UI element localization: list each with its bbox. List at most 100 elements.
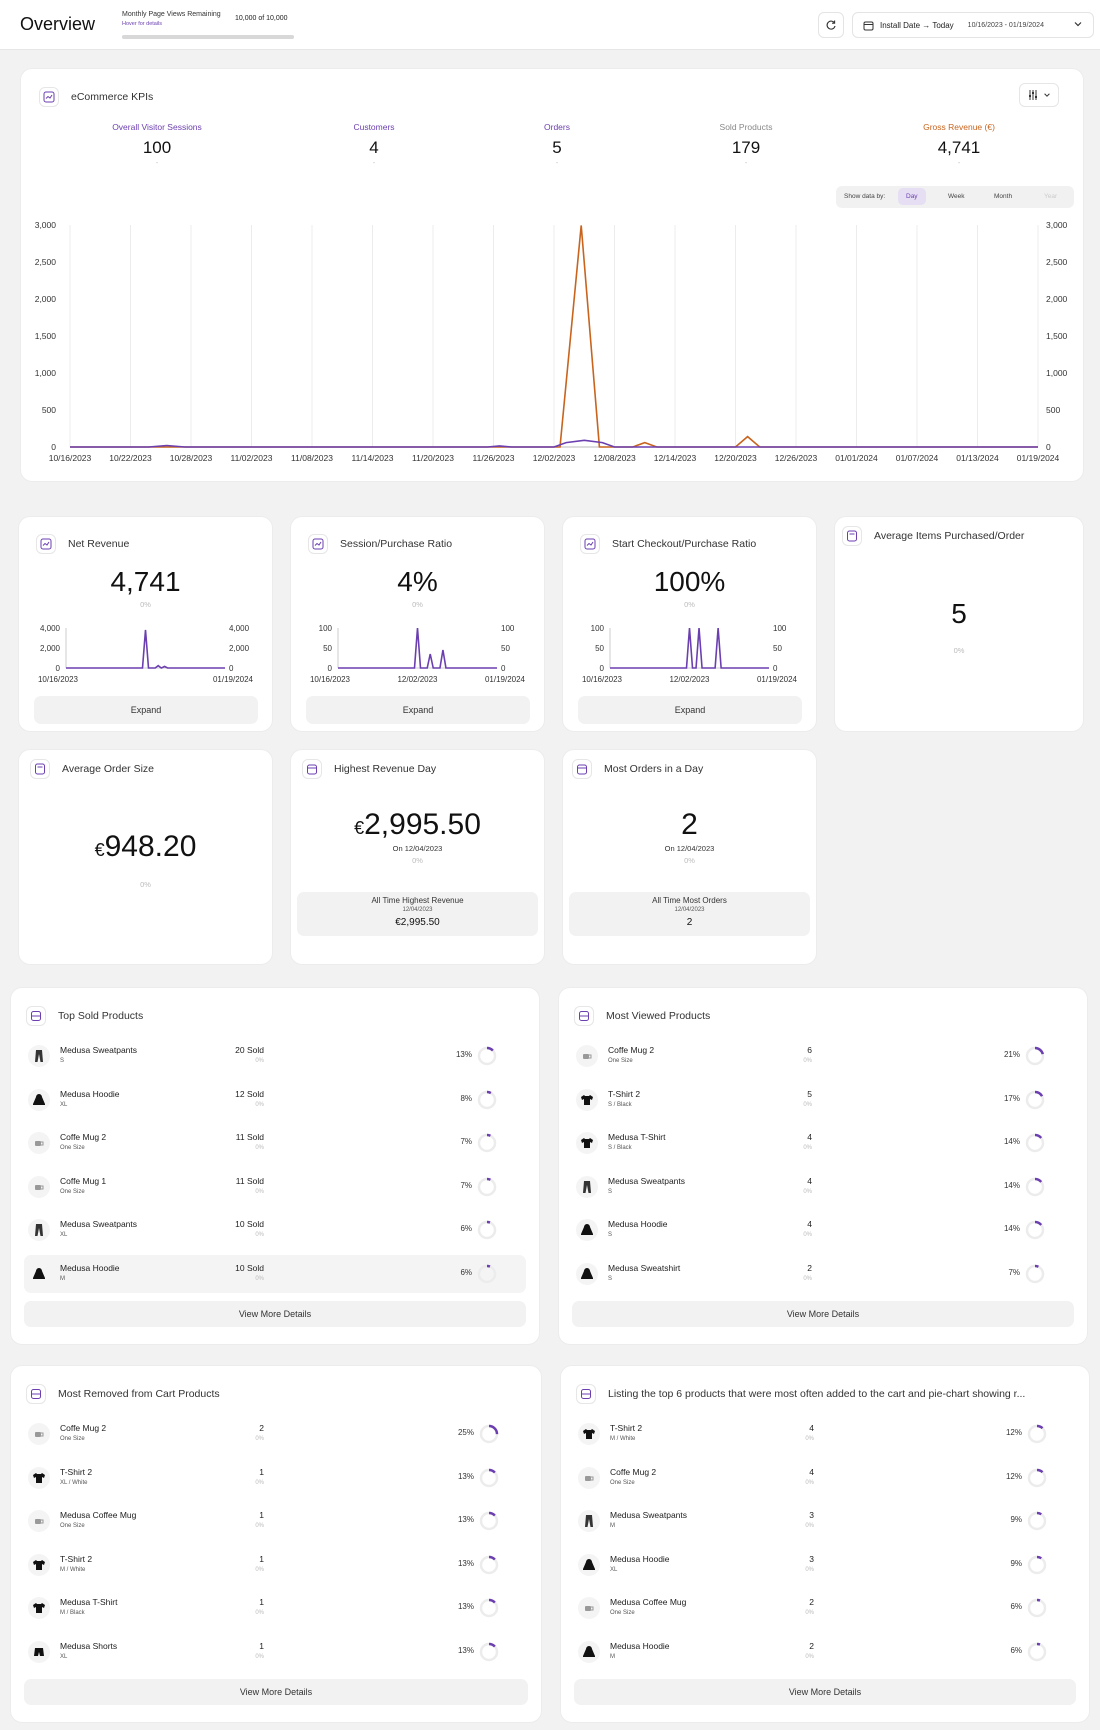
percent-ring-fill — [477, 1177, 497, 1196]
list-item[interactable]: Medusa Sweatpants XL 10 Sold 0% 6% — [24, 1211, 526, 1249]
percent-ring — [477, 1133, 497, 1153]
list-item[interactable]: Medusa Sweatshirt S 2 0% 7% — [572, 1255, 1074, 1293]
y-tick-label-left: 100 — [591, 624, 605, 633]
date-range-selector[interactable]: Install Date → Today 10/16/2023 - 01/19/… — [852, 12, 1094, 38]
view-more-details-button[interactable]: View More Details — [574, 1679, 1076, 1705]
x-tick-label: 10/16/2023 — [49, 453, 92, 463]
percent-ring — [1025, 1133, 1045, 1153]
product-change: 0% — [803, 1275, 812, 1282]
list-item[interactable]: Coffe Mug 2 One Size 11 Sold 0% 7% — [24, 1124, 526, 1162]
calendar-icon — [572, 759, 592, 779]
most-viewed-products-card — [558, 987, 1088, 1345]
product-percent: 13% — [457, 1645, 474, 1655]
kpi-gross-revenue[interactable]: Gross Revenue (€) 4,741 - — [879, 122, 1039, 167]
list-item[interactable]: Medusa Hoodie XL 3 0% 9% — [574, 1546, 1076, 1584]
percent-ring-fill — [1027, 1598, 1047, 1618]
list-item[interactable]: Medusa Sweatpants S 4 0% 14% — [572, 1168, 1074, 1206]
product-change: 0% — [803, 1145, 812, 1151]
list-item[interactable]: Coffe Mug 2 One Size 2 0% 25% — [24, 1415, 528, 1453]
product-variant: XL — [60, 1232, 68, 1238]
x-tick-label: 12/02/2023 — [397, 675, 438, 684]
view-more-details-button[interactable]: View More Details — [24, 1301, 526, 1327]
series-line-1 — [70, 439, 1038, 448]
list-item[interactable]: Medusa Hoodie XL 12 Sold 0% 8% — [24, 1081, 526, 1119]
net-revenue-expand-button[interactable]: Expand — [34, 696, 258, 724]
tshirt-icon — [581, 1094, 593, 1105]
percent-ring — [479, 1468, 499, 1487]
most-orders-change: 0% — [684, 856, 695, 865]
x-tick-label: 12/02/2023 — [669, 675, 710, 684]
kpi-sold-products[interactable]: Sold Products 179 - — [666, 122, 826, 167]
product-count: 2 — [809, 1597, 814, 1607]
kpi-change: - — [372, 160, 376, 167]
mini-series-line — [338, 627, 497, 669]
x-tick-label: 11/02/2023 — [231, 453, 273, 463]
list-item[interactable]: T-Shirt 2 M / White 4 0% 12% — [574, 1415, 1076, 1453]
view-more-details-button[interactable]: View More Details — [24, 1679, 528, 1705]
product-variant: One Size — [60, 1436, 85, 1442]
all-time-value: €2,995.50 — [395, 917, 440, 928]
list-item[interactable]: Medusa Hoodie S 4 0% 14% — [572, 1211, 1074, 1249]
list-item[interactable]: Coffe Mug 1 One Size 11 Sold 0% 7% — [24, 1168, 526, 1206]
list-item[interactable]: Medusa Sweatpants S 20 Sold 0% 13% — [24, 1037, 526, 1075]
product-count: 1 — [259, 1466, 264, 1477]
product-name: Medusa Hoodie — [60, 1262, 120, 1273]
checkout-ratio-expand-button[interactable]: Expand — [578, 696, 802, 724]
avg-order-value-wrap: €948.20 — [18, 830, 273, 864]
product-name: T-Shirt 2 — [60, 1466, 93, 1477]
toggle-week[interactable]: Week — [948, 193, 965, 200]
list-item[interactable]: Medusa Shorts XL 1 0% 13% — [24, 1633, 528, 1671]
percent-ring-fill — [1025, 1046, 1045, 1066]
kpi-value: 4 — [369, 138, 379, 157]
x-tick-label: 01/19/2024 — [485, 675, 526, 684]
percent-ring — [479, 1598, 499, 1618]
net-revenue-title: Net Revenue — [68, 538, 130, 550]
list-item[interactable]: Medusa Hoodie M 10 Sold 0% 6% — [24, 1254, 526, 1293]
checkout-ratio-mini-chart: 100 100 50 50 0 0 10/16/2023 12/02/2023 01/19/20… — [582, 624, 798, 684]
product-thumbnail — [576, 1132, 598, 1154]
kpi-visitor-sessions[interactable]: Overall Visitor Sessions 100 - — [77, 122, 237, 167]
toggle-day[interactable]: Day — [898, 188, 926, 205]
list-item[interactable]: Medusa Hoodie M 2 0% 6% — [574, 1633, 1076, 1671]
toggle-label: Show data by: — [844, 193, 886, 200]
view-more-details-button[interactable]: View More Details — [572, 1301, 1074, 1327]
y-tick-label-right: 2,500 — [1046, 257, 1068, 267]
product-count: 4 — [807, 1219, 812, 1229]
session-ratio-expand-button[interactable]: Expand — [306, 696, 530, 724]
kpi-card-title: eCommerce KPIs — [71, 91, 154, 103]
most-orders-value: 2 — [681, 808, 698, 841]
product-change: 0% — [805, 1610, 814, 1616]
list-item[interactable]: Medusa Coffee Mug One Size 1 0% 13% — [24, 1502, 528, 1540]
list-item[interactable]: Coffe Mug 2 One Size 4 0% 12% — [574, 1459, 1076, 1497]
list-item[interactable]: Medusa T-Shirt S / Black 4 0% 14% — [572, 1124, 1074, 1162]
x-tick-label: 11/20/2023 — [412, 453, 454, 463]
most-added-title: Listing the top 6 products that were mos… — [608, 1388, 1026, 1400]
product-change: 0% — [255, 1653, 264, 1660]
product-variant: One Size — [60, 1188, 85, 1195]
list-item[interactable]: T-Shirt 2 M / White 1 0% 13% — [24, 1546, 528, 1584]
percent-ring-fill — [479, 1555, 499, 1574]
list-item[interactable]: Medusa Sweatpants M 3 0% 9% — [574, 1502, 1076, 1540]
product-thumbnail — [28, 1132, 50, 1154]
list-item[interactable]: Coffe Mug 2 One Size 6 0% 21% — [572, 1037, 1074, 1075]
refresh-button[interactable] — [818, 12, 844, 38]
list-item[interactable]: Medusa T-Shirt M / Black 1 0% 13% — [24, 1589, 528, 1627]
product-count: 1 — [259, 1640, 264, 1651]
list-item[interactable]: T-Shirt 2 S / Black 5 0% 17% — [572, 1081, 1074, 1119]
y-tick-label-left: 2,000 — [40, 644, 61, 653]
page-views-widget[interactable]: Monthly Page Views Remaining Hover for d… — [122, 11, 294, 39]
product-name: Coffe Mug 2 — [608, 1045, 655, 1055]
toggle-month[interactable]: Month — [994, 193, 1013, 200]
session-ratio-change: 0% — [412, 600, 423, 609]
kpi-orders[interactable]: Orders 5 - — [477, 122, 637, 167]
toggle-year[interactable]: Year — [1044, 193, 1058, 200]
list-item[interactable]: Medusa Coffee Mug One Size 2 0% 6% — [574, 1589, 1076, 1627]
kpi-customers[interactable]: Customers 4 - — [294, 122, 454, 167]
product-variant: S — [608, 1232, 613, 1238]
chart-settings-button[interactable] — [1019, 83, 1059, 107]
percent-ring — [1027, 1424, 1047, 1444]
y-tick-label-right: 3,000 — [1046, 220, 1068, 230]
tshirt-icon — [33, 1472, 45, 1483]
product-percent: 13% — [457, 1515, 474, 1524]
list-item[interactable]: T-Shirt 2 XL / White 1 0% 13% — [24, 1459, 528, 1497]
